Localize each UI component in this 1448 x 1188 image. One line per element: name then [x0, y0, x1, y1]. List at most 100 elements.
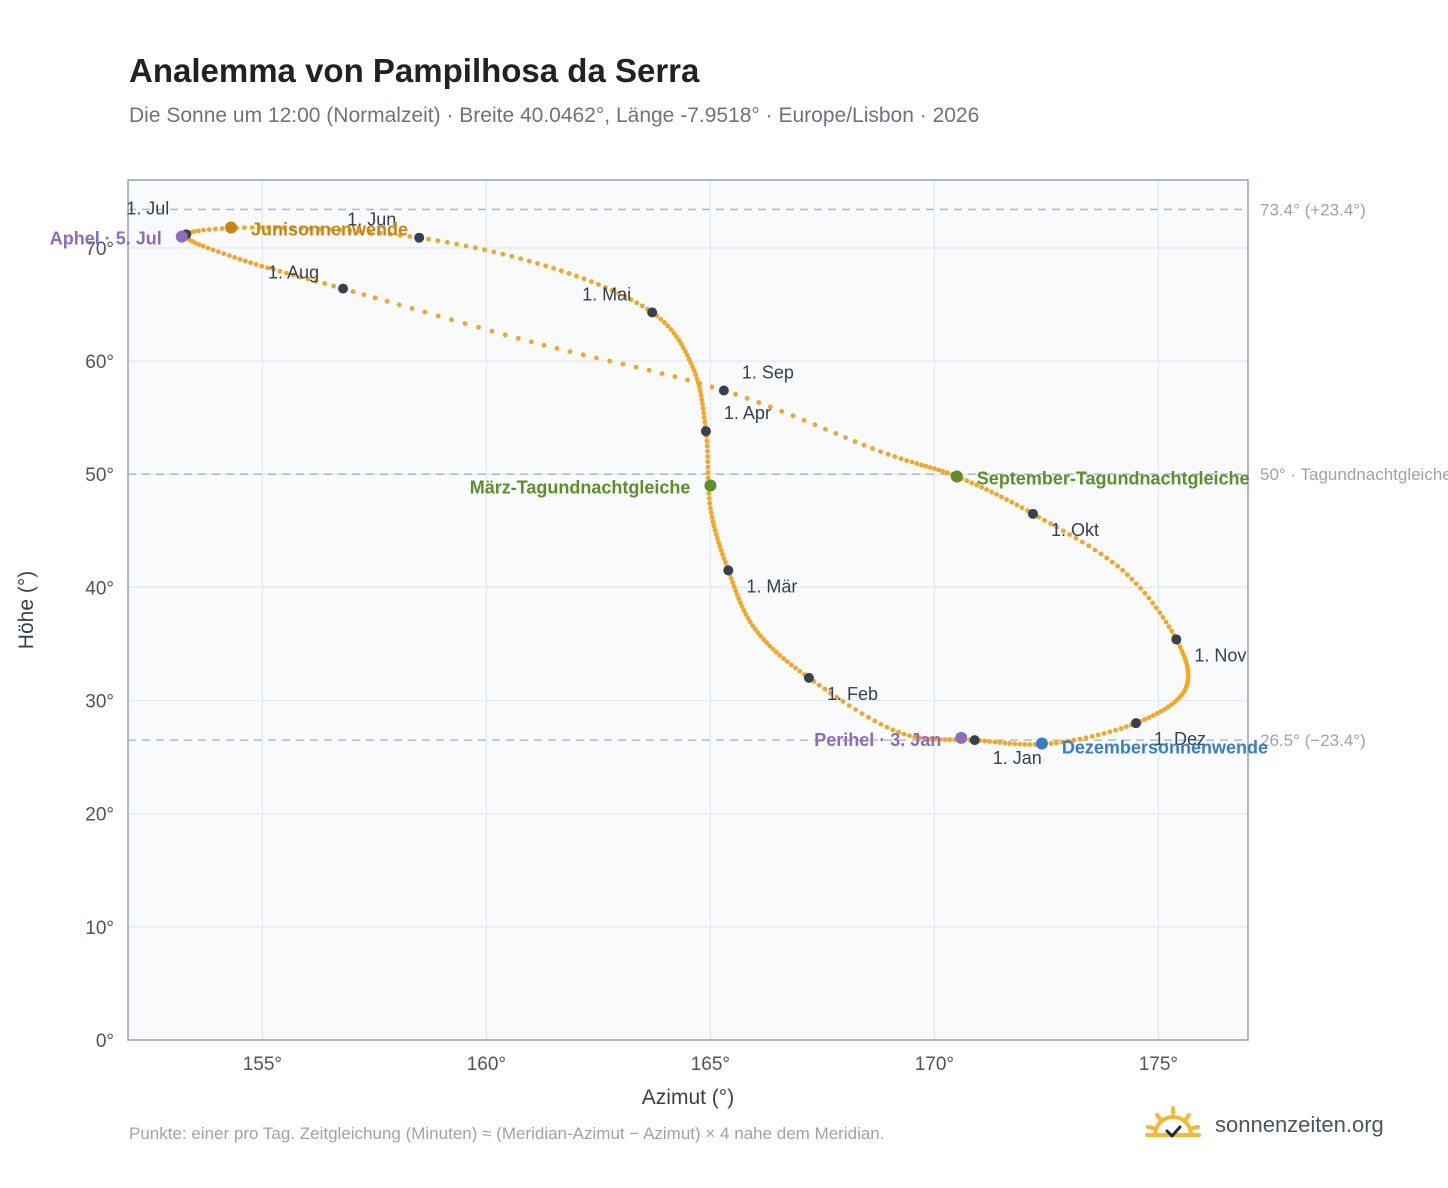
daily-sun-point — [200, 243, 206, 249]
daily-sun-point — [277, 268, 283, 274]
daily-sun-point — [658, 316, 664, 322]
daily-sun-point — [281, 225, 287, 231]
daily-sun-point — [1048, 741, 1054, 746]
daily-sun-point — [322, 281, 328, 286]
daily-sun-point — [603, 285, 608, 290]
daily-sun-point — [914, 461, 920, 466]
daily-sun-point — [907, 733, 912, 738]
daily-sun-point — [1115, 563, 1120, 569]
daily-sun-point — [462, 321, 468, 326]
daily-sun-point — [249, 225, 255, 230]
daily-sun-point — [710, 519, 716, 524]
daily-sun-point — [196, 228, 201, 234]
daily-sun-point — [892, 454, 898, 459]
event-label: Junisonnenwende — [251, 220, 408, 240]
daily-sun-point — [728, 576, 734, 581]
daily-sun-point — [1120, 568, 1125, 573]
daily-sun-point — [1146, 595, 1152, 601]
daily-sun-point — [273, 225, 279, 230]
month-label: 1. Jan — [993, 748, 1042, 768]
daily-sun-point — [706, 496, 712, 501]
daily-sun-point — [709, 384, 715, 390]
daily-sun-point — [890, 727, 896, 733]
daily-sun-point — [1157, 610, 1163, 615]
daily-sun-point — [1027, 742, 1033, 747]
month-marker — [700, 426, 711, 437]
daily-sun-point — [290, 272, 296, 278]
daily-sun-point — [767, 404, 773, 410]
daily-sun-point — [1083, 735, 1089, 741]
daily-sun-point — [823, 426, 828, 432]
daily-sun-point — [705, 475, 711, 481]
sun-check-icon — [1145, 1106, 1201, 1138]
daily-sun-point — [361, 292, 367, 297]
reference-line-label: 26.5° (−23.4°) — [1260, 731, 1366, 750]
daily-sun-point — [705, 459, 711, 465]
daily-sun-point — [779, 408, 785, 414]
x-axis-ticks: 155° 160° 165° 170° 175° — [243, 1054, 1178, 1075]
brand-name: sonnenzeiten.org — [1215, 1112, 1384, 1137]
daily-sun-point — [756, 400, 762, 405]
daily-sun-point — [969, 480, 975, 486]
daily-sun-point — [1086, 543, 1092, 549]
daily-sun-point — [609, 287, 615, 293]
daily-sun-point — [674, 334, 679, 339]
daily-sun-point — [384, 298, 390, 304]
y-tick-label: 20° — [85, 805, 114, 826]
month-label: 1. Jul — [126, 198, 169, 218]
daily-sun-point — [904, 458, 910, 463]
daily-sun-point — [347, 228, 353, 234]
daily-sun-point — [736, 596, 742, 602]
daily-sun-point — [833, 431, 839, 436]
daily-sun-point — [226, 253, 232, 258]
daily-sun-point — [1146, 715, 1152, 720]
daily-sun-point — [1009, 499, 1015, 505]
daily-sun-point — [1124, 724, 1129, 730]
month-marker — [647, 307, 658, 318]
daily-sun-point — [979, 484, 985, 490]
daily-sun-point — [1079, 539, 1085, 545]
plot-border — [127, 179, 1249, 1041]
chart-subtitle: Die Sonne um 12:00 (Normalzeit) · Breite… — [129, 104, 980, 127]
daily-sun-point — [739, 604, 745, 609]
daily-sun-point — [704, 443, 710, 449]
month-marker — [718, 385, 729, 396]
daily-sun-point — [409, 306, 415, 311]
month-label: 1. Nov — [1194, 645, 1246, 665]
x-tick-label: 160° — [467, 1054, 506, 1075]
daily-sun-point — [717, 544, 723, 549]
daily-sun-point — [1166, 624, 1172, 629]
daily-sun-point — [422, 309, 428, 315]
daily-sun-point — [298, 225, 304, 231]
daily-sun-point — [327, 227, 333, 232]
daily-sun-point — [259, 263, 265, 269]
daily-sun-point — [872, 718, 878, 724]
daily-sun-point — [708, 505, 713, 511]
daily-sun-point — [298, 274, 303, 280]
daily-sun-point — [1162, 706, 1168, 712]
month-label: 1. Mär — [746, 576, 797, 596]
event-label: Aphel · 5. Jul — [50, 229, 162, 249]
daily-sun-point — [715, 536, 720, 541]
daily-sun-point — [774, 649, 779, 655]
daily-sun-point — [694, 376, 700, 382]
y-tick-label: 40° — [85, 578, 114, 599]
daily-sun-point — [688, 360, 694, 366]
daily-sun-point — [767, 643, 773, 649]
daily-sun-point — [213, 226, 218, 232]
daily-sun-point — [840, 699, 846, 704]
daily-sun-point — [646, 367, 652, 373]
brand-logo[interactable]: sonnenzeiten.org — [1145, 1100, 1384, 1150]
daily-sun-point — [1012, 741, 1018, 747]
daily-sun-point — [919, 462, 924, 468]
daily-sun-point — [633, 364, 639, 370]
daily-sun-point — [1158, 708, 1164, 714]
daily-sun-point — [700, 406, 706, 411]
daily-sun-point — [620, 361, 626, 367]
daily-sun-point — [747, 619, 753, 625]
daily-sun-point — [1113, 727, 1118, 733]
daily-sun-point — [284, 270, 289, 276]
month-label: 1. Feb — [827, 684, 878, 704]
daily-sun-point — [554, 346, 560, 351]
daily-sun-point — [745, 615, 751, 621]
